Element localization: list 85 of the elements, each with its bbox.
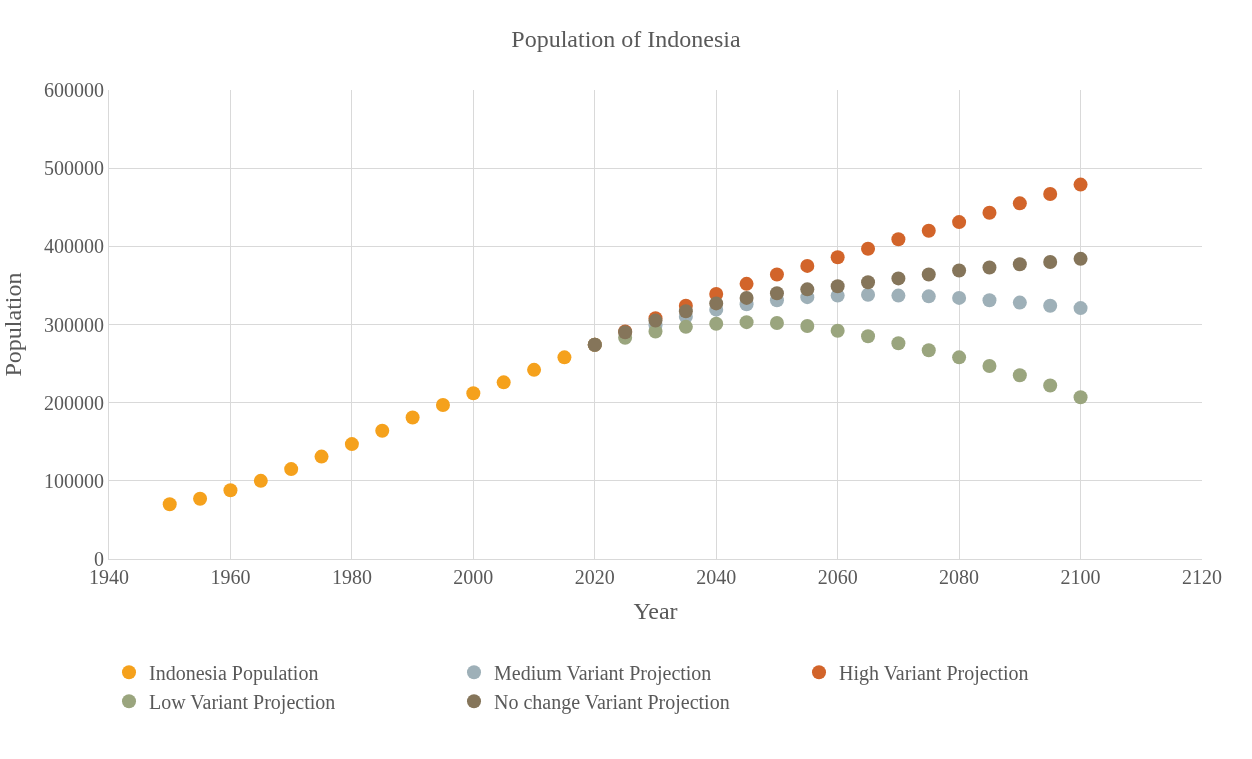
x-axis-title: Year <box>633 598 678 625</box>
point <box>739 315 754 330</box>
point <box>800 258 815 273</box>
point <box>284 462 299 477</box>
x-tick-label: 2040 <box>696 566 737 588</box>
legend-label: Indonesia Population <box>149 662 319 686</box>
point <box>405 410 420 425</box>
point <box>952 263 967 278</box>
point <box>1043 378 1058 393</box>
legend-label: No change Variant Projection <box>494 691 730 715</box>
point <box>739 290 754 305</box>
chart-title: Population of Indonesia <box>511 26 741 53</box>
point <box>952 215 967 230</box>
x-tick-label: 1960 <box>210 566 251 588</box>
point <box>769 286 784 301</box>
point <box>223 483 238 498</box>
x-tick-label: 2020 <box>574 566 615 588</box>
point <box>1073 251 1088 266</box>
point <box>952 290 967 305</box>
point <box>861 329 876 344</box>
point <box>891 232 906 247</box>
point <box>830 250 845 265</box>
point <box>1012 196 1027 211</box>
point <box>982 260 997 275</box>
point <box>861 275 876 290</box>
point <box>193 491 208 506</box>
point <box>253 473 268 488</box>
x-tick-label: 2000 <box>453 566 494 588</box>
point <box>1043 298 1058 313</box>
point <box>982 293 997 308</box>
point <box>162 497 177 512</box>
point <box>678 304 693 319</box>
point <box>435 398 450 412</box>
point <box>1073 390 1088 405</box>
point <box>769 315 784 330</box>
y-tick-label: 400000 <box>44 235 104 258</box>
point <box>921 223 936 238</box>
point <box>800 282 815 297</box>
point <box>1043 186 1058 201</box>
point <box>1012 368 1027 383</box>
point <box>891 271 906 286</box>
point <box>678 319 693 334</box>
x-tick-label: 2080 <box>939 566 980 588</box>
point <box>830 279 845 294</box>
y-tick-label: 100000 <box>44 469 104 492</box>
point <box>709 296 724 311</box>
y-tick-label: 600000 <box>44 79 104 101</box>
point <box>1012 295 1027 310</box>
point <box>344 437 359 452</box>
y-tick-label: 200000 <box>44 391 104 414</box>
point <box>769 267 784 282</box>
point <box>314 449 329 464</box>
legend-label: High Variant Projection <box>839 662 1029 686</box>
point <box>1012 257 1027 272</box>
point <box>800 319 815 334</box>
point <box>861 287 876 302</box>
point <box>1073 177 1088 192</box>
point <box>921 289 936 304</box>
point <box>952 350 967 365</box>
point <box>527 362 542 377</box>
y-axis-title: Population <box>0 272 27 377</box>
y-tick-label: 500000 <box>44 157 104 180</box>
point <box>982 205 997 220</box>
point <box>466 386 481 401</box>
x-tick-label: 2100 <box>1060 566 1101 588</box>
point <box>891 336 906 351</box>
legend-label: Medium Variant Projection <box>494 662 712 686</box>
point <box>496 375 511 390</box>
point <box>891 288 906 303</box>
point <box>982 358 997 373</box>
point <box>921 343 936 358</box>
point <box>1073 301 1088 316</box>
point <box>830 323 845 338</box>
x-tick-label: 2120 <box>1182 566 1222 588</box>
legend-label: Low Variant Projection <box>149 691 336 715</box>
point <box>921 267 936 282</box>
y-tick-label: 300000 <box>44 313 104 336</box>
point <box>709 316 724 331</box>
point <box>1043 254 1058 269</box>
point <box>557 350 572 365</box>
point <box>861 241 876 256</box>
x-tick-label: 1980 <box>331 566 372 588</box>
x-tick-label: 2060 <box>817 566 858 588</box>
point <box>739 276 754 291</box>
point <box>375 423 390 438</box>
